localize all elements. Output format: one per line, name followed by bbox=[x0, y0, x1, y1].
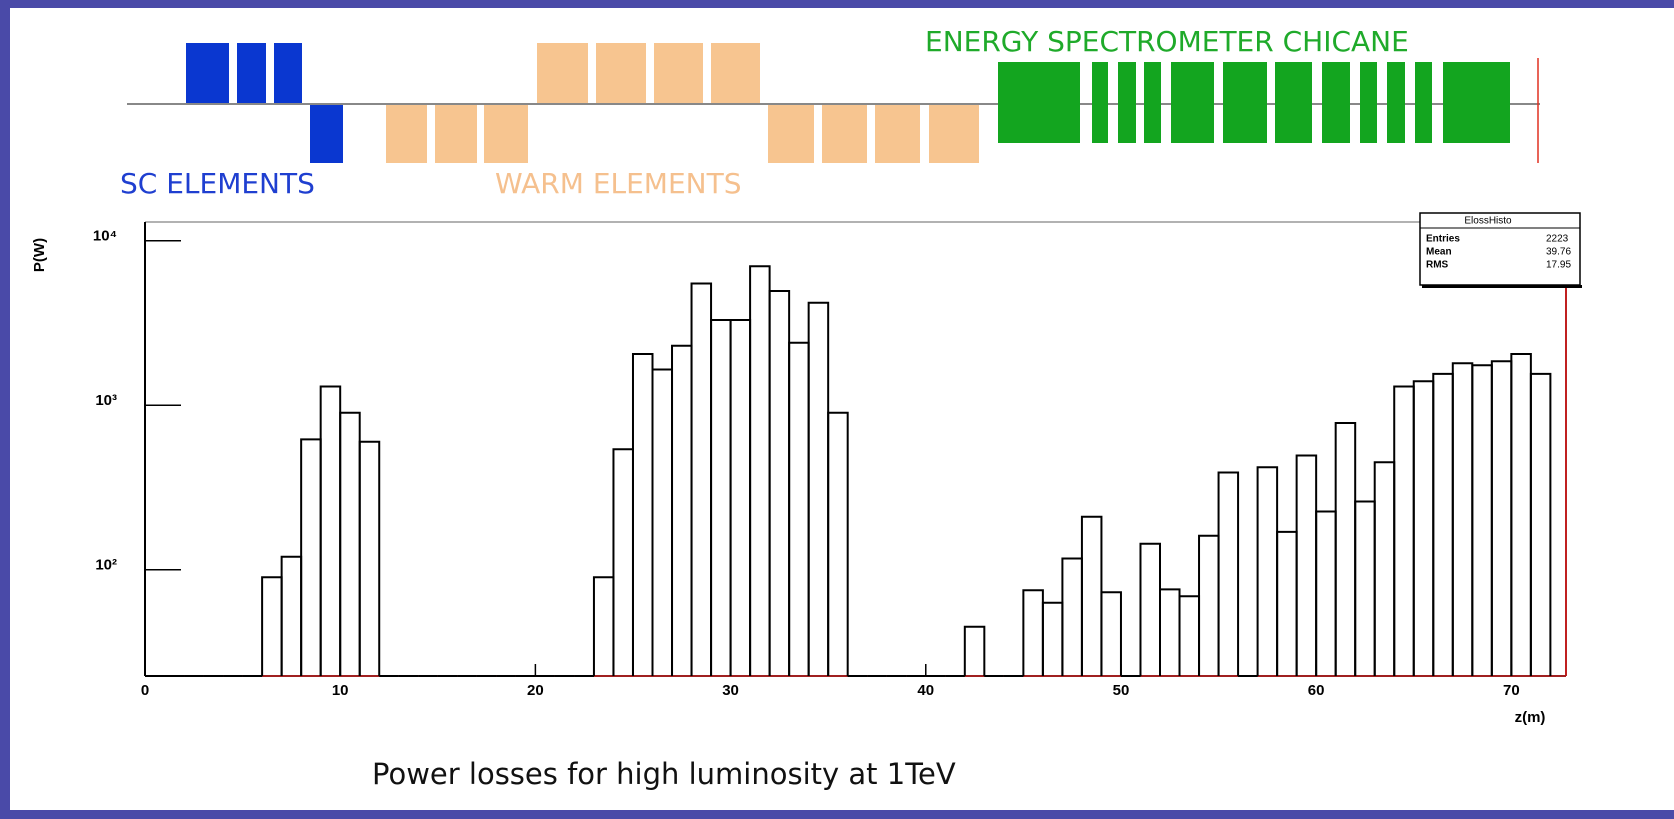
magnet bbox=[1118, 62, 1136, 143]
y-tick-label: 10² bbox=[95, 557, 117, 574]
magnet bbox=[929, 105, 979, 163]
magnet bbox=[237, 43, 266, 103]
magnet bbox=[998, 62, 1080, 143]
x-tick-label: 70 bbox=[1503, 682, 1520, 699]
magnet bbox=[1387, 62, 1405, 143]
y-tick-label: 10³ bbox=[95, 392, 117, 409]
chicane-elements bbox=[998, 62, 1510, 143]
beamline-diagram: SC ELEMENTS WARM ELEMENTS ENERGY SPECTRO… bbox=[120, 25, 1540, 200]
magnet bbox=[310, 105, 343, 163]
stats-value: 2223 bbox=[1546, 234, 1569, 245]
magnet bbox=[1144, 62, 1161, 143]
y-tick-label: 10⁴ bbox=[93, 228, 117, 245]
magnet bbox=[1322, 62, 1350, 143]
magnet bbox=[435, 105, 477, 163]
magnet bbox=[875, 105, 920, 163]
magnet bbox=[1443, 62, 1510, 143]
stats-key: Mean bbox=[1426, 247, 1452, 258]
histogram-bin bbox=[1217, 471, 1240, 676]
stats-frame bbox=[1419, 212, 1581, 286]
magnet bbox=[1171, 62, 1214, 143]
x-axis-label: z(m) bbox=[1515, 709, 1546, 726]
x-tick-label: 0 bbox=[141, 682, 149, 699]
stats-key: RMS bbox=[1426, 260, 1449, 271]
magnet bbox=[654, 43, 703, 103]
histogram-bin bbox=[827, 411, 849, 676]
stats-value: 17.95 bbox=[1546, 260, 1571, 271]
x-tick-label: 60 bbox=[1308, 682, 1325, 699]
x-tick-label: 10 bbox=[332, 682, 349, 699]
chart-title: Power losses for high luminosity at 1TeV bbox=[372, 757, 956, 791]
y-axis-label: P(W) bbox=[31, 238, 48, 272]
stats-shadow bbox=[1422, 285, 1582, 288]
magnet bbox=[1360, 62, 1377, 143]
magnet bbox=[1415, 62, 1432, 143]
histogram-bin bbox=[358, 440, 381, 676]
warm-elements bbox=[386, 43, 979, 163]
stats-title: ElossHisto bbox=[1464, 216, 1512, 227]
sc-label: SC ELEMENTS bbox=[120, 167, 315, 200]
stats-key: Entries bbox=[1426, 234, 1460, 245]
chicane-label: ENERGY SPECTROMETER CHICANE bbox=[925, 25, 1409, 58]
magnet bbox=[484, 105, 528, 163]
warm-label: WARM ELEMENTS bbox=[495, 167, 741, 200]
histogram-bin bbox=[963, 625, 986, 676]
stats-value: 39.76 bbox=[1546, 247, 1571, 258]
magnet bbox=[274, 43, 302, 103]
sc-elements bbox=[186, 43, 343, 163]
histogram-bin bbox=[1100, 591, 1122, 676]
x-tick-label: 50 bbox=[1113, 682, 1130, 699]
magnet bbox=[537, 43, 588, 103]
x-tick-label: 20 bbox=[527, 682, 544, 699]
magnet bbox=[1223, 62, 1267, 143]
magnet bbox=[1275, 62, 1312, 143]
magnet bbox=[822, 105, 867, 163]
x-tick-label: 40 bbox=[917, 682, 934, 699]
histogram-bin bbox=[1529, 372, 1552, 676]
magnet bbox=[386, 105, 427, 163]
magnet bbox=[596, 43, 646, 103]
stats-box: ElossHisto Entries 2223 Mean 39.76 RMS 17.95 bbox=[1419, 212, 1582, 288]
magnet bbox=[186, 43, 229, 103]
magnet bbox=[711, 43, 760, 103]
magnet bbox=[1092, 62, 1108, 143]
magnet bbox=[768, 105, 814, 163]
x-tick-label: 30 bbox=[722, 682, 739, 699]
